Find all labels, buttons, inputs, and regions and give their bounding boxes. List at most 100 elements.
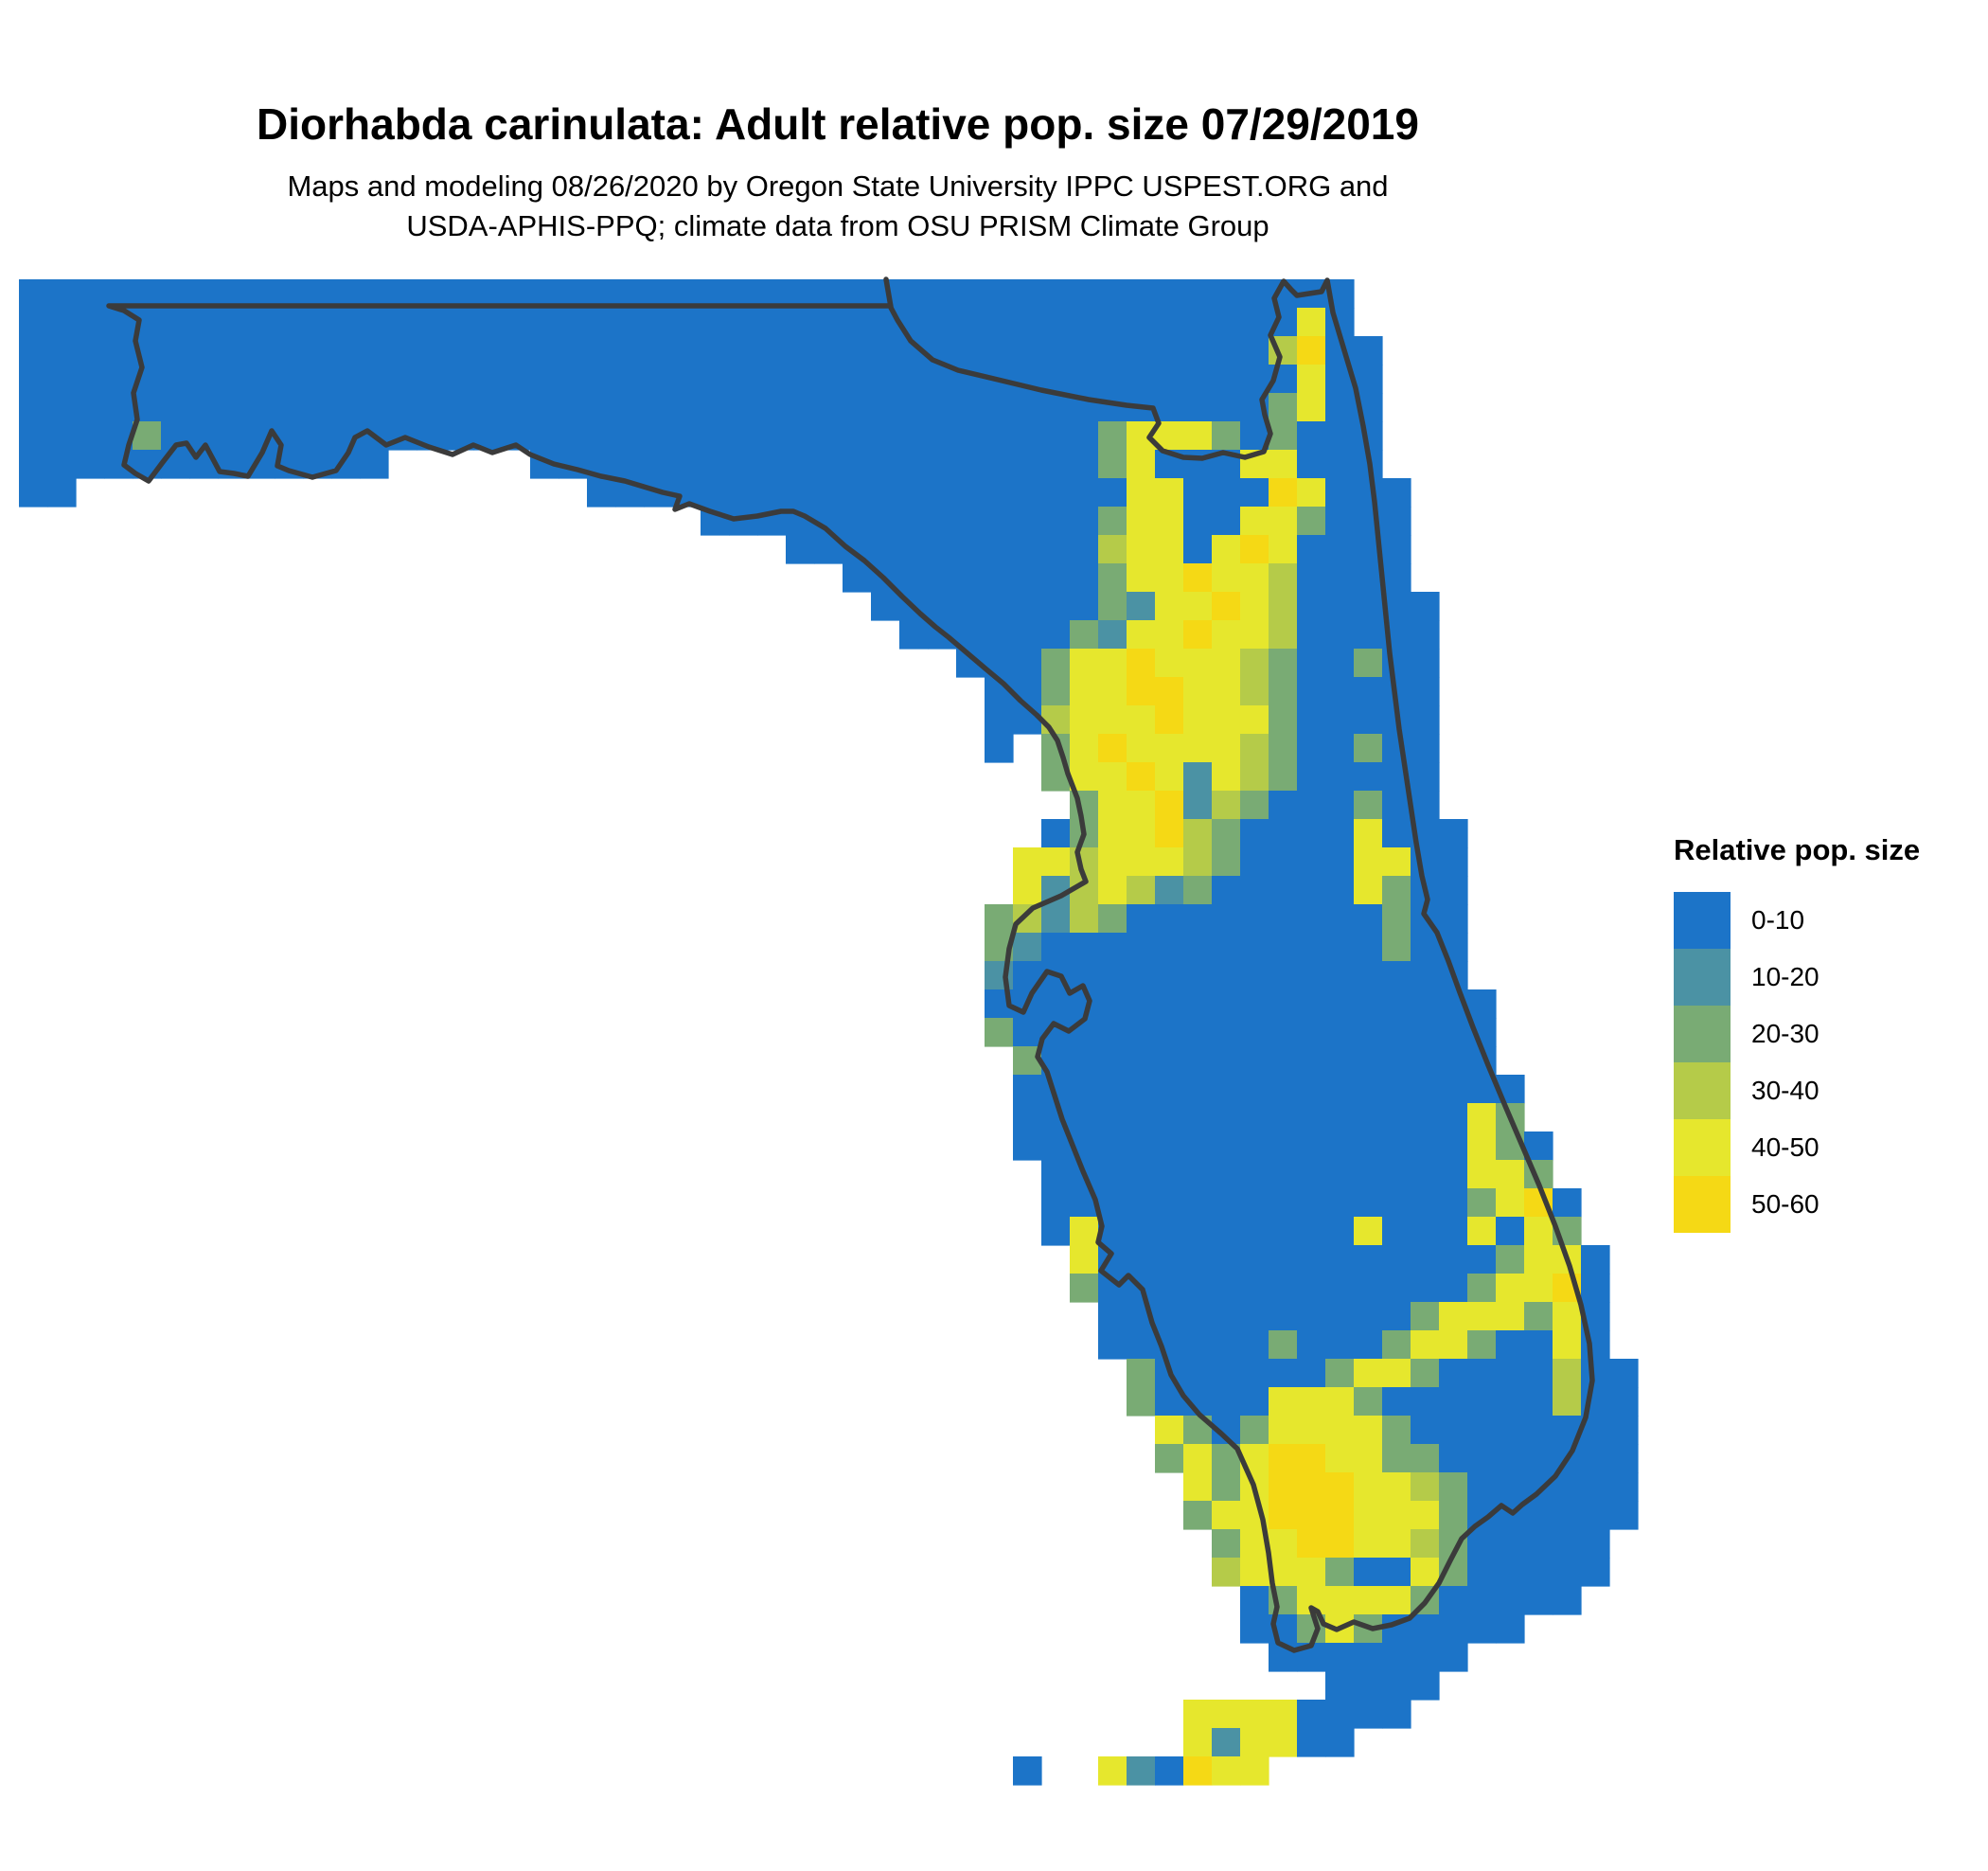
raster-cell xyxy=(1098,677,1127,706)
raster-cell xyxy=(1325,450,1355,479)
raster-cell xyxy=(1127,989,1156,1019)
raster-cell xyxy=(1240,535,1269,564)
raster-cell xyxy=(47,421,77,451)
raster-cell xyxy=(1382,1160,1411,1189)
raster-cell xyxy=(1127,677,1156,706)
raster-cell xyxy=(1467,1302,1497,1331)
raster-cell xyxy=(1240,478,1269,508)
raster-cell xyxy=(1382,1274,1411,1303)
raster-cell xyxy=(615,450,645,479)
raster-cell xyxy=(1098,1046,1127,1076)
raster-cell xyxy=(615,365,645,394)
raster-cell xyxy=(1212,1302,1241,1331)
raster-cell xyxy=(1041,847,1071,877)
raster-cell xyxy=(1581,1444,1610,1473)
raster-cell xyxy=(1212,336,1241,365)
raster-cell xyxy=(1382,1245,1411,1274)
raster-cell xyxy=(899,450,929,479)
raster-cell xyxy=(1013,507,1042,536)
raster-cell xyxy=(502,393,531,422)
raster-cell xyxy=(1325,961,1355,990)
raster-cell xyxy=(1269,535,1298,564)
raster-cell xyxy=(672,450,701,479)
raster-cell xyxy=(1496,1160,1525,1189)
raster-cell xyxy=(1098,1160,1127,1189)
raster-cell xyxy=(1354,989,1383,1019)
raster-cell xyxy=(1183,1472,1213,1502)
raster-cell xyxy=(1325,1671,1355,1701)
raster-cell xyxy=(1240,279,1269,309)
raster-cell xyxy=(1553,1330,1582,1360)
raster-cell xyxy=(1411,1444,1440,1473)
raster-cell xyxy=(1439,1444,1468,1473)
raster-cell xyxy=(1183,1444,1213,1473)
raster-cell xyxy=(1411,677,1440,706)
raster-cell xyxy=(1183,1046,1213,1076)
raster-cell xyxy=(1240,961,1269,990)
raster-cell xyxy=(843,421,872,451)
raster-cell xyxy=(1269,1075,1298,1104)
raster-cell xyxy=(1297,1472,1326,1502)
raster-cell xyxy=(417,365,446,394)
raster-cell xyxy=(1155,1302,1184,1331)
raster-cell xyxy=(445,365,474,394)
raster-cell xyxy=(1269,876,1298,905)
raster-cell xyxy=(1297,1103,1326,1132)
raster-cell xyxy=(1041,592,1071,621)
raster-cell xyxy=(161,450,190,479)
raster-cell xyxy=(956,308,985,337)
raster-cell xyxy=(417,393,446,422)
raster-cell xyxy=(1155,592,1184,621)
raster-cell xyxy=(1297,1359,1326,1388)
raster-cell xyxy=(161,336,190,365)
raster-cell xyxy=(1013,649,1042,678)
raster-cell xyxy=(331,308,361,337)
raster-cell xyxy=(1127,1046,1156,1076)
raster-cell xyxy=(1354,1558,1383,1587)
raster-cell xyxy=(1382,1075,1411,1104)
raster-cell xyxy=(1155,1217,1184,1246)
raster-cell xyxy=(1553,1586,1582,1615)
raster-cell xyxy=(1155,961,1184,990)
raster-cell xyxy=(1269,1472,1298,1502)
raster-cell xyxy=(1155,762,1184,792)
raster-cell xyxy=(1439,1501,1468,1530)
raster-cell xyxy=(757,393,787,422)
raster-cell xyxy=(1127,1387,1156,1417)
raster-cell xyxy=(1382,507,1411,536)
raster-cell xyxy=(1212,847,1241,877)
raster-cell xyxy=(1269,1132,1298,1161)
raster-cell xyxy=(1269,1302,1298,1331)
raster-cell xyxy=(587,478,616,508)
raster-cell xyxy=(1411,1302,1440,1331)
raster-cell xyxy=(19,279,48,309)
raster-cell xyxy=(1325,876,1355,905)
legend-title: Relative pop. size xyxy=(1674,833,1921,866)
raster-cell xyxy=(1155,620,1184,650)
raster-cell xyxy=(1127,1160,1156,1189)
raster-cell xyxy=(559,308,588,337)
raster-cell xyxy=(1041,478,1071,508)
raster-cell xyxy=(1240,336,1269,365)
raster-cell xyxy=(1240,1700,1269,1729)
raster-cell xyxy=(956,507,985,536)
raster-cell xyxy=(1297,904,1326,934)
raster-cell xyxy=(1439,1586,1468,1615)
raster-cell xyxy=(559,393,588,422)
raster-cell xyxy=(1382,933,1411,962)
raster-cell xyxy=(1041,507,1071,536)
raster-cell xyxy=(1325,734,1355,763)
raster-cell xyxy=(729,336,758,365)
raster-cell xyxy=(701,478,730,508)
raster-cell xyxy=(1240,1160,1269,1189)
raster-cell xyxy=(956,620,985,650)
raster-cell xyxy=(1325,933,1355,962)
raster-cell xyxy=(1127,592,1156,621)
raster-cell xyxy=(1183,365,1213,394)
raster-cell xyxy=(1183,1330,1213,1360)
raster-cell xyxy=(615,393,645,422)
raster-cell xyxy=(1098,847,1127,877)
raster-cell xyxy=(1439,1387,1468,1417)
raster-cell xyxy=(1212,1558,1241,1587)
raster-cell xyxy=(1439,1274,1468,1303)
